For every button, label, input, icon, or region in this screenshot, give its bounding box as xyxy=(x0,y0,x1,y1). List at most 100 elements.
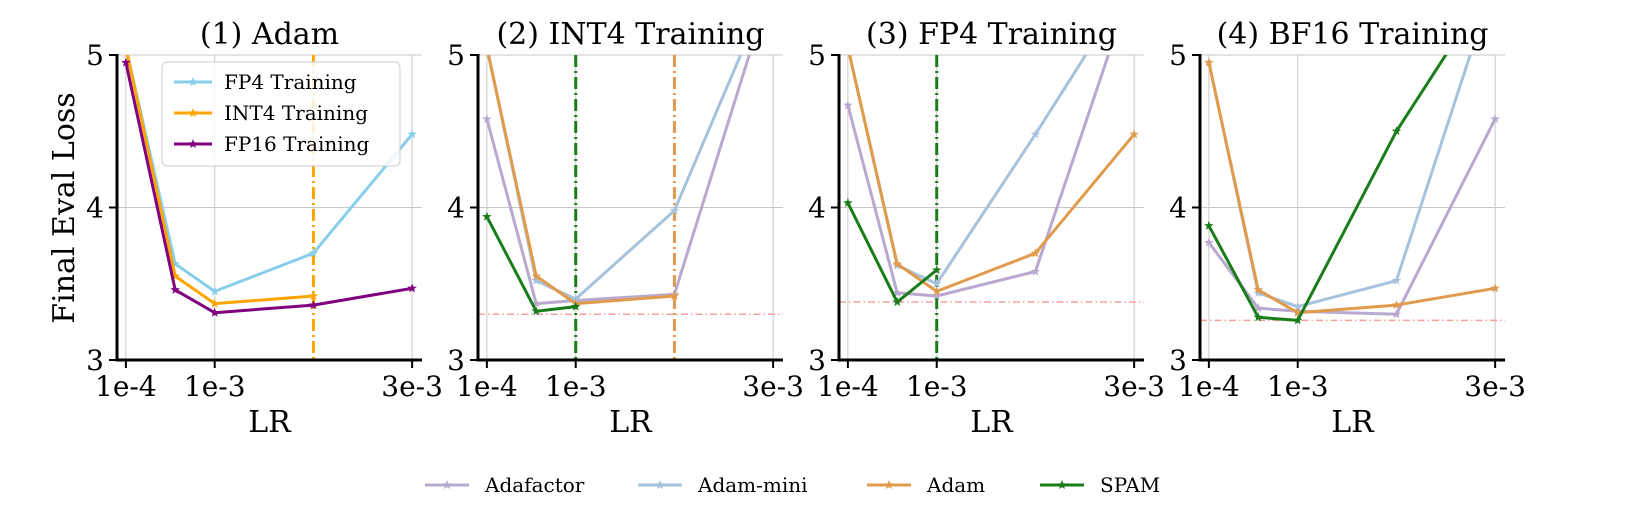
data-point xyxy=(843,100,853,110)
data-point xyxy=(1292,307,1303,317)
data-point xyxy=(308,290,319,300)
x-tick-label: 3e-3 xyxy=(1464,370,1526,403)
data-point xyxy=(892,258,902,268)
series-fp16-training xyxy=(121,57,417,317)
chart-panels: 3 4 5 1e-4 1e-3 3e-3 (1) Adam LR FP4 Training INT… xyxy=(86,17,1526,440)
chart-title: (3) FP4 Training xyxy=(866,17,1117,52)
data-point xyxy=(843,197,853,207)
x-tick-label: 3e-3 xyxy=(742,370,804,403)
legend-marker xyxy=(188,139,198,149)
x-tick-label: 1e-3 xyxy=(184,370,246,403)
data-point xyxy=(170,258,180,268)
x-tick-label: 1e-3 xyxy=(1267,370,1329,403)
x-tick-label: 1e-3 xyxy=(545,370,607,403)
y-tick-label: 3 xyxy=(808,344,826,377)
legend-label: FP4 Training xyxy=(224,70,357,94)
series-int4-training xyxy=(121,42,319,308)
data-point xyxy=(931,286,942,296)
legend-marker xyxy=(884,480,894,490)
x-tick-label: 1e-3 xyxy=(906,370,968,403)
legend-marker xyxy=(442,480,452,490)
data-point xyxy=(1030,266,1041,276)
y-tick-label: 3 xyxy=(447,344,465,377)
legend-marker xyxy=(188,108,198,118)
data-point xyxy=(1204,57,1214,67)
x-axis-label: LR xyxy=(609,405,653,440)
data-point xyxy=(1204,220,1214,230)
data-point xyxy=(308,248,319,258)
shared-legend: Adafactor Adam-mini Adam SPAM xyxy=(425,473,1160,497)
y-tick-label: 4 xyxy=(808,192,826,225)
data-point xyxy=(482,42,492,51)
y-tick-label: 5 xyxy=(86,39,104,72)
series-spam xyxy=(482,211,581,316)
data-point xyxy=(843,42,853,51)
legend-label: INT4 Training xyxy=(224,101,368,125)
series-line xyxy=(126,55,314,306)
chart-panel-3: 3 4 5 1e-4 1e-3 3e-3 (3) FP4 Training LR xyxy=(808,17,1165,440)
data-point xyxy=(482,211,492,221)
data-point xyxy=(669,205,680,215)
data-point xyxy=(931,278,942,288)
data-point xyxy=(1391,300,1402,310)
legend-marker xyxy=(1057,480,1067,490)
legend-marker xyxy=(188,77,198,87)
data-point xyxy=(669,290,680,300)
data-point xyxy=(931,290,942,300)
data-point xyxy=(531,275,541,285)
data-point xyxy=(931,265,942,275)
data-point xyxy=(892,287,902,297)
plot-area xyxy=(478,42,783,360)
x-tick-label: 1e-4 xyxy=(1178,370,1240,403)
data-point xyxy=(121,42,131,51)
data-point xyxy=(121,42,131,51)
shared-legend-item: Adam-mini xyxy=(638,473,808,497)
x-axis-label: LR xyxy=(1331,405,1375,440)
x-axis-label: LR xyxy=(248,405,292,440)
data-point xyxy=(1204,237,1214,247)
data-point xyxy=(892,297,902,307)
chart-title: (2) INT4 Training xyxy=(496,17,764,52)
y-tick-label: 5 xyxy=(447,39,465,72)
data-point xyxy=(1292,301,1303,311)
data-point xyxy=(209,286,220,296)
data-point xyxy=(1129,129,1139,139)
series-adam xyxy=(848,55,1139,296)
x-tick-label: 1e-4 xyxy=(95,370,157,403)
y-tick-label: 3 xyxy=(86,344,104,377)
plot-area xyxy=(839,42,1144,360)
data-point xyxy=(1292,315,1303,325)
legend-label: Adam xyxy=(926,473,985,497)
legend-label: FP16 Training xyxy=(224,132,370,156)
y-tick-label: 5 xyxy=(1169,39,1187,72)
series-line xyxy=(487,55,675,306)
series-spam xyxy=(843,197,942,307)
data-point xyxy=(1253,303,1263,313)
data-point xyxy=(531,271,541,281)
series-line xyxy=(1207,62,1496,315)
shared-legend-item: Adafactor xyxy=(425,473,585,497)
x-axis-label: LR xyxy=(970,405,1014,440)
legend-frame xyxy=(161,61,401,167)
x-tick-label: 1e-4 xyxy=(456,370,518,403)
data-point xyxy=(482,114,492,124)
legend-label: SPAM xyxy=(1100,473,1160,497)
data-point xyxy=(407,129,417,139)
legend-marker xyxy=(655,480,665,490)
data-point xyxy=(1253,312,1263,322)
series-fp4-training xyxy=(121,42,417,296)
data-point xyxy=(170,271,180,281)
shared-legend-item: SPAM xyxy=(1040,473,1160,497)
data-point xyxy=(1490,283,1500,293)
chart-title: (4) BF16 Training xyxy=(1217,17,1489,52)
series-spam xyxy=(1204,55,1448,325)
data-point xyxy=(531,306,541,316)
legend-label: Adafactor xyxy=(484,473,585,497)
data-point xyxy=(1253,284,1263,294)
data-point xyxy=(209,307,220,317)
series-adam xyxy=(1204,57,1500,317)
x-tick-label: 1e-4 xyxy=(817,370,879,403)
series-adafactor xyxy=(843,55,1110,300)
shared-legend-item: Adam xyxy=(867,473,985,497)
